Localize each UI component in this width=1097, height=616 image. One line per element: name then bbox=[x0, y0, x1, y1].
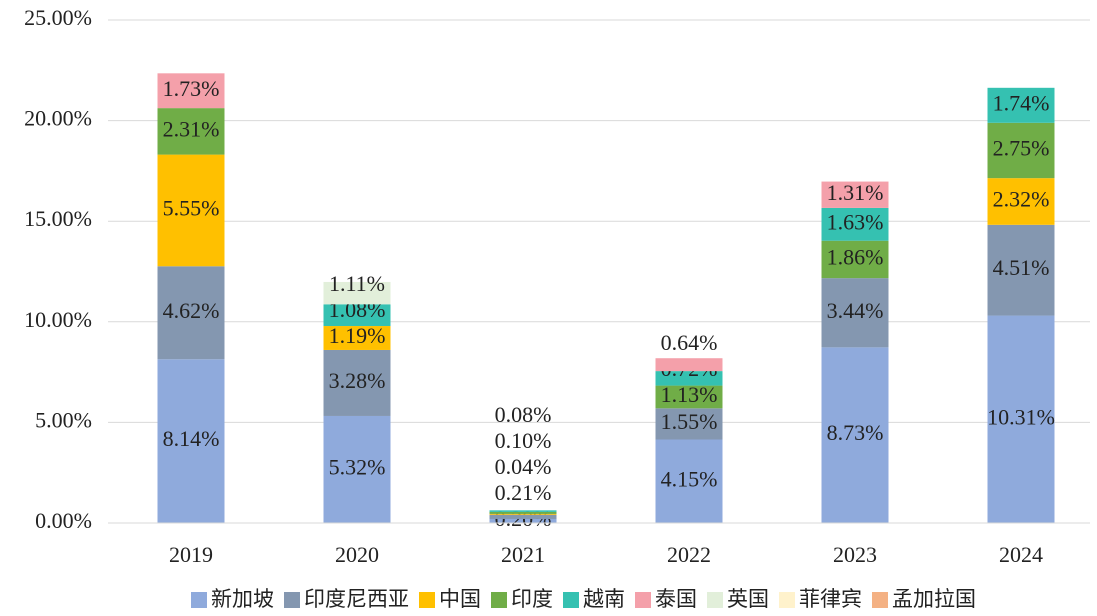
bar-segment bbox=[821, 181, 889, 208]
data-label: 1.74% bbox=[993, 90, 1050, 115]
x-tick-label: 2023 bbox=[833, 542, 877, 567]
data-label: 2.32% bbox=[993, 187, 1050, 212]
bar-segment bbox=[489, 513, 557, 515]
data-label: 3.44% bbox=[827, 298, 884, 323]
bar-segment bbox=[157, 108, 225, 155]
legend-label: 泰国 bbox=[655, 587, 697, 611]
data-label: 1.73% bbox=[163, 76, 220, 101]
bar-segment bbox=[323, 415, 391, 523]
bar-segment bbox=[987, 315, 1055, 523]
legend-swatch bbox=[563, 592, 579, 608]
x-tick-label: 2021 bbox=[501, 542, 545, 567]
legend-swatch bbox=[779, 592, 795, 608]
data-label: 2.75% bbox=[993, 136, 1050, 161]
legend-label: 印度尼西亚 bbox=[304, 587, 409, 611]
bar-segment bbox=[987, 178, 1055, 225]
data-label: 2.31% bbox=[163, 116, 220, 141]
y-tick-label: 5.00% bbox=[35, 407, 92, 432]
legend-label: 孟加拉国 bbox=[892, 587, 976, 611]
bar-segment bbox=[987, 122, 1055, 179]
legend-label: 菲律宾 bbox=[799, 587, 862, 611]
bar-segment bbox=[323, 349, 391, 416]
data-label: 0.08% bbox=[495, 402, 552, 427]
legend-swatch bbox=[191, 592, 207, 608]
bar-segment bbox=[489, 511, 557, 514]
data-label: 0.64% bbox=[661, 330, 718, 355]
bar-segment bbox=[489, 518, 557, 523]
data-label: 1.13% bbox=[661, 382, 718, 407]
bar-segment bbox=[323, 281, 391, 305]
data-label: 0.10% bbox=[495, 428, 552, 453]
y-tick-label: 25.00% bbox=[24, 5, 92, 30]
legend-swatch bbox=[284, 592, 300, 608]
bar-segment bbox=[821, 347, 889, 523]
bar-segment bbox=[323, 326, 391, 350]
data-label: 4.51% bbox=[993, 255, 1050, 280]
data-label: 5.55% bbox=[163, 195, 220, 220]
bar-segment bbox=[157, 266, 225, 360]
bar-segment bbox=[987, 87, 1055, 123]
bar-segment bbox=[157, 359, 225, 523]
data-label: 1.11% bbox=[329, 271, 385, 296]
data-label: 8.73% bbox=[827, 420, 884, 445]
data-label: 1.63% bbox=[827, 209, 884, 234]
data-label: 1.86% bbox=[827, 244, 884, 269]
bar-segment bbox=[987, 224, 1055, 316]
bar-segment bbox=[489, 510, 557, 512]
data-label: 1.19% bbox=[329, 323, 386, 348]
data-label: 1.31% bbox=[827, 180, 884, 205]
bar-segment bbox=[655, 385, 723, 409]
legend-swatch bbox=[419, 592, 435, 608]
bar-segment bbox=[323, 304, 391, 327]
x-tick-label: 2024 bbox=[999, 542, 1043, 567]
y-tick-label: 15.00% bbox=[24, 206, 92, 231]
data-label: 1.55% bbox=[661, 409, 718, 434]
bar-segment bbox=[821, 240, 889, 279]
legend-label: 印度 bbox=[511, 587, 553, 611]
bar-segment bbox=[655, 358, 723, 372]
bar-segment bbox=[489, 514, 557, 519]
x-tick-label: 2020 bbox=[335, 542, 379, 567]
data-label: 0.21% bbox=[495, 480, 552, 505]
bar-segment bbox=[821, 278, 889, 348]
legend-label: 越南 bbox=[583, 587, 625, 611]
legend-label: 新加坡 bbox=[211, 587, 274, 611]
legend-label: 中国 bbox=[439, 587, 481, 611]
data-label: 5.32% bbox=[329, 455, 386, 480]
legend-label: 英国 bbox=[727, 587, 769, 611]
legend-swatch bbox=[635, 592, 651, 608]
data-label: 0.04% bbox=[495, 454, 552, 479]
y-tick-label: 0.00% bbox=[35, 508, 92, 533]
x-tick-label: 2022 bbox=[667, 542, 711, 567]
bar-segment bbox=[655, 408, 723, 440]
y-tick-label: 10.00% bbox=[24, 307, 92, 332]
bar-segment bbox=[157, 73, 225, 109]
legend-swatch bbox=[491, 592, 507, 608]
data-label: 8.14% bbox=[163, 426, 220, 451]
bar-segment bbox=[821, 207, 889, 241]
data-label: 4.15% bbox=[661, 466, 718, 491]
bar-segment bbox=[655, 371, 723, 386]
bar-segment bbox=[157, 154, 225, 267]
x-tick-label: 2019 bbox=[169, 542, 213, 567]
y-tick-label: 20.00% bbox=[24, 106, 92, 131]
legend-swatch bbox=[872, 592, 888, 608]
data-label: 3.28% bbox=[329, 368, 386, 393]
bar-segment bbox=[655, 439, 723, 523]
legend-swatch bbox=[707, 592, 723, 608]
data-label: 10.31% bbox=[987, 404, 1055, 429]
legend: 新加坡 印度尼西亚 中国 印度 越南 泰国 英国 菲律宾 孟加拉国 bbox=[191, 587, 976, 611]
data-label: 4.62% bbox=[163, 298, 220, 323]
